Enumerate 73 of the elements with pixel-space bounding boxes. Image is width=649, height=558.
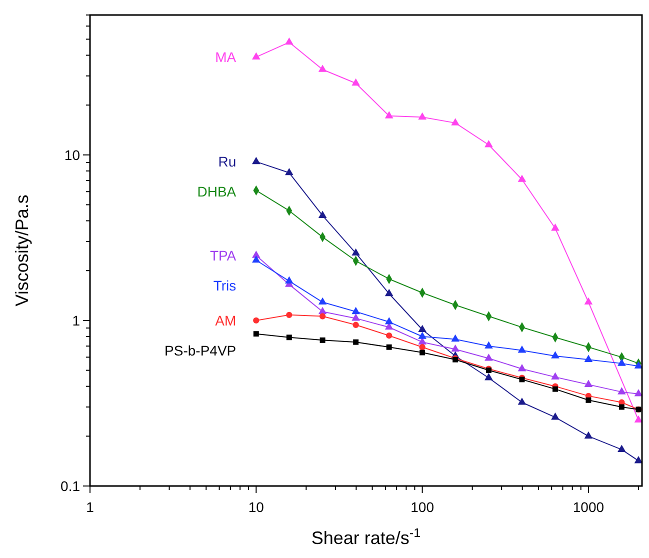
x-tick-label: 10 — [248, 499, 264, 515]
point — [551, 351, 560, 358]
point — [386, 344, 392, 350]
point — [618, 358, 626, 366]
point — [618, 404, 624, 410]
y-tick-label: 0.1 — [60, 478, 80, 494]
point — [418, 112, 426, 120]
point — [418, 324, 426, 332]
series-label: Ru — [218, 154, 236, 170]
x-tick-label: 1000 — [572, 499, 604, 515]
point — [320, 337, 326, 343]
point — [420, 350, 426, 356]
x-axis-title: Shear rate/s$^{-1}$ — [311, 526, 421, 548]
point — [551, 224, 560, 231]
point — [353, 339, 359, 345]
point — [285, 37, 294, 45]
series-label: PS-b-P4VP — [164, 342, 236, 358]
point — [285, 168, 294, 176]
series-label: AM — [215, 312, 236, 328]
point — [285, 276, 294, 284]
point — [584, 380, 593, 387]
point — [253, 317, 260, 324]
point — [352, 306, 360, 314]
x-tick-label: 1 — [86, 499, 94, 515]
series-label: Tris — [213, 277, 236, 294]
point — [484, 354, 493, 361]
point — [286, 334, 292, 340]
point — [252, 156, 260, 164]
point — [386, 332, 392, 339]
point — [319, 313, 326, 320]
point — [618, 387, 626, 394]
point — [253, 331, 259, 337]
point — [352, 314, 360, 321]
point — [384, 288, 394, 296]
point — [551, 412, 560, 420]
point — [318, 64, 327, 72]
y-tick-label: 10 — [64, 146, 80, 163]
point — [352, 248, 360, 256]
point — [318, 297, 327, 305]
point — [384, 317, 394, 324]
y-axis-title: Viscosity/Pa.s — [12, 194, 32, 306]
point — [584, 354, 593, 362]
point — [252, 255, 260, 263]
series-label: TPA — [210, 247, 237, 264]
point — [518, 398, 526, 405]
point — [484, 341, 493, 348]
point — [551, 372, 560, 380]
series-label: MA — [215, 48, 237, 65]
point — [451, 118, 460, 126]
point — [252, 52, 260, 60]
point — [451, 344, 460, 352]
point — [552, 386, 558, 392]
point — [286, 312, 292, 318]
x-tick-label: 100 — [410, 499, 434, 515]
point — [418, 332, 426, 339]
point — [518, 174, 526, 182]
point — [586, 397, 592, 403]
point — [352, 78, 360, 86]
point — [484, 373, 493, 380]
point — [384, 111, 394, 118]
point — [419, 344, 426, 350]
point — [584, 297, 593, 305]
point — [318, 306, 327, 314]
point — [618, 444, 626, 452]
point — [318, 210, 327, 218]
point — [518, 346, 526, 353]
point — [484, 140, 493, 148]
point — [584, 431, 593, 439]
point — [518, 364, 526, 372]
point — [352, 322, 359, 328]
series-label: DHBA — [197, 184, 237, 200]
y-tick-label: 1 — [72, 312, 80, 328]
point — [451, 334, 460, 342]
